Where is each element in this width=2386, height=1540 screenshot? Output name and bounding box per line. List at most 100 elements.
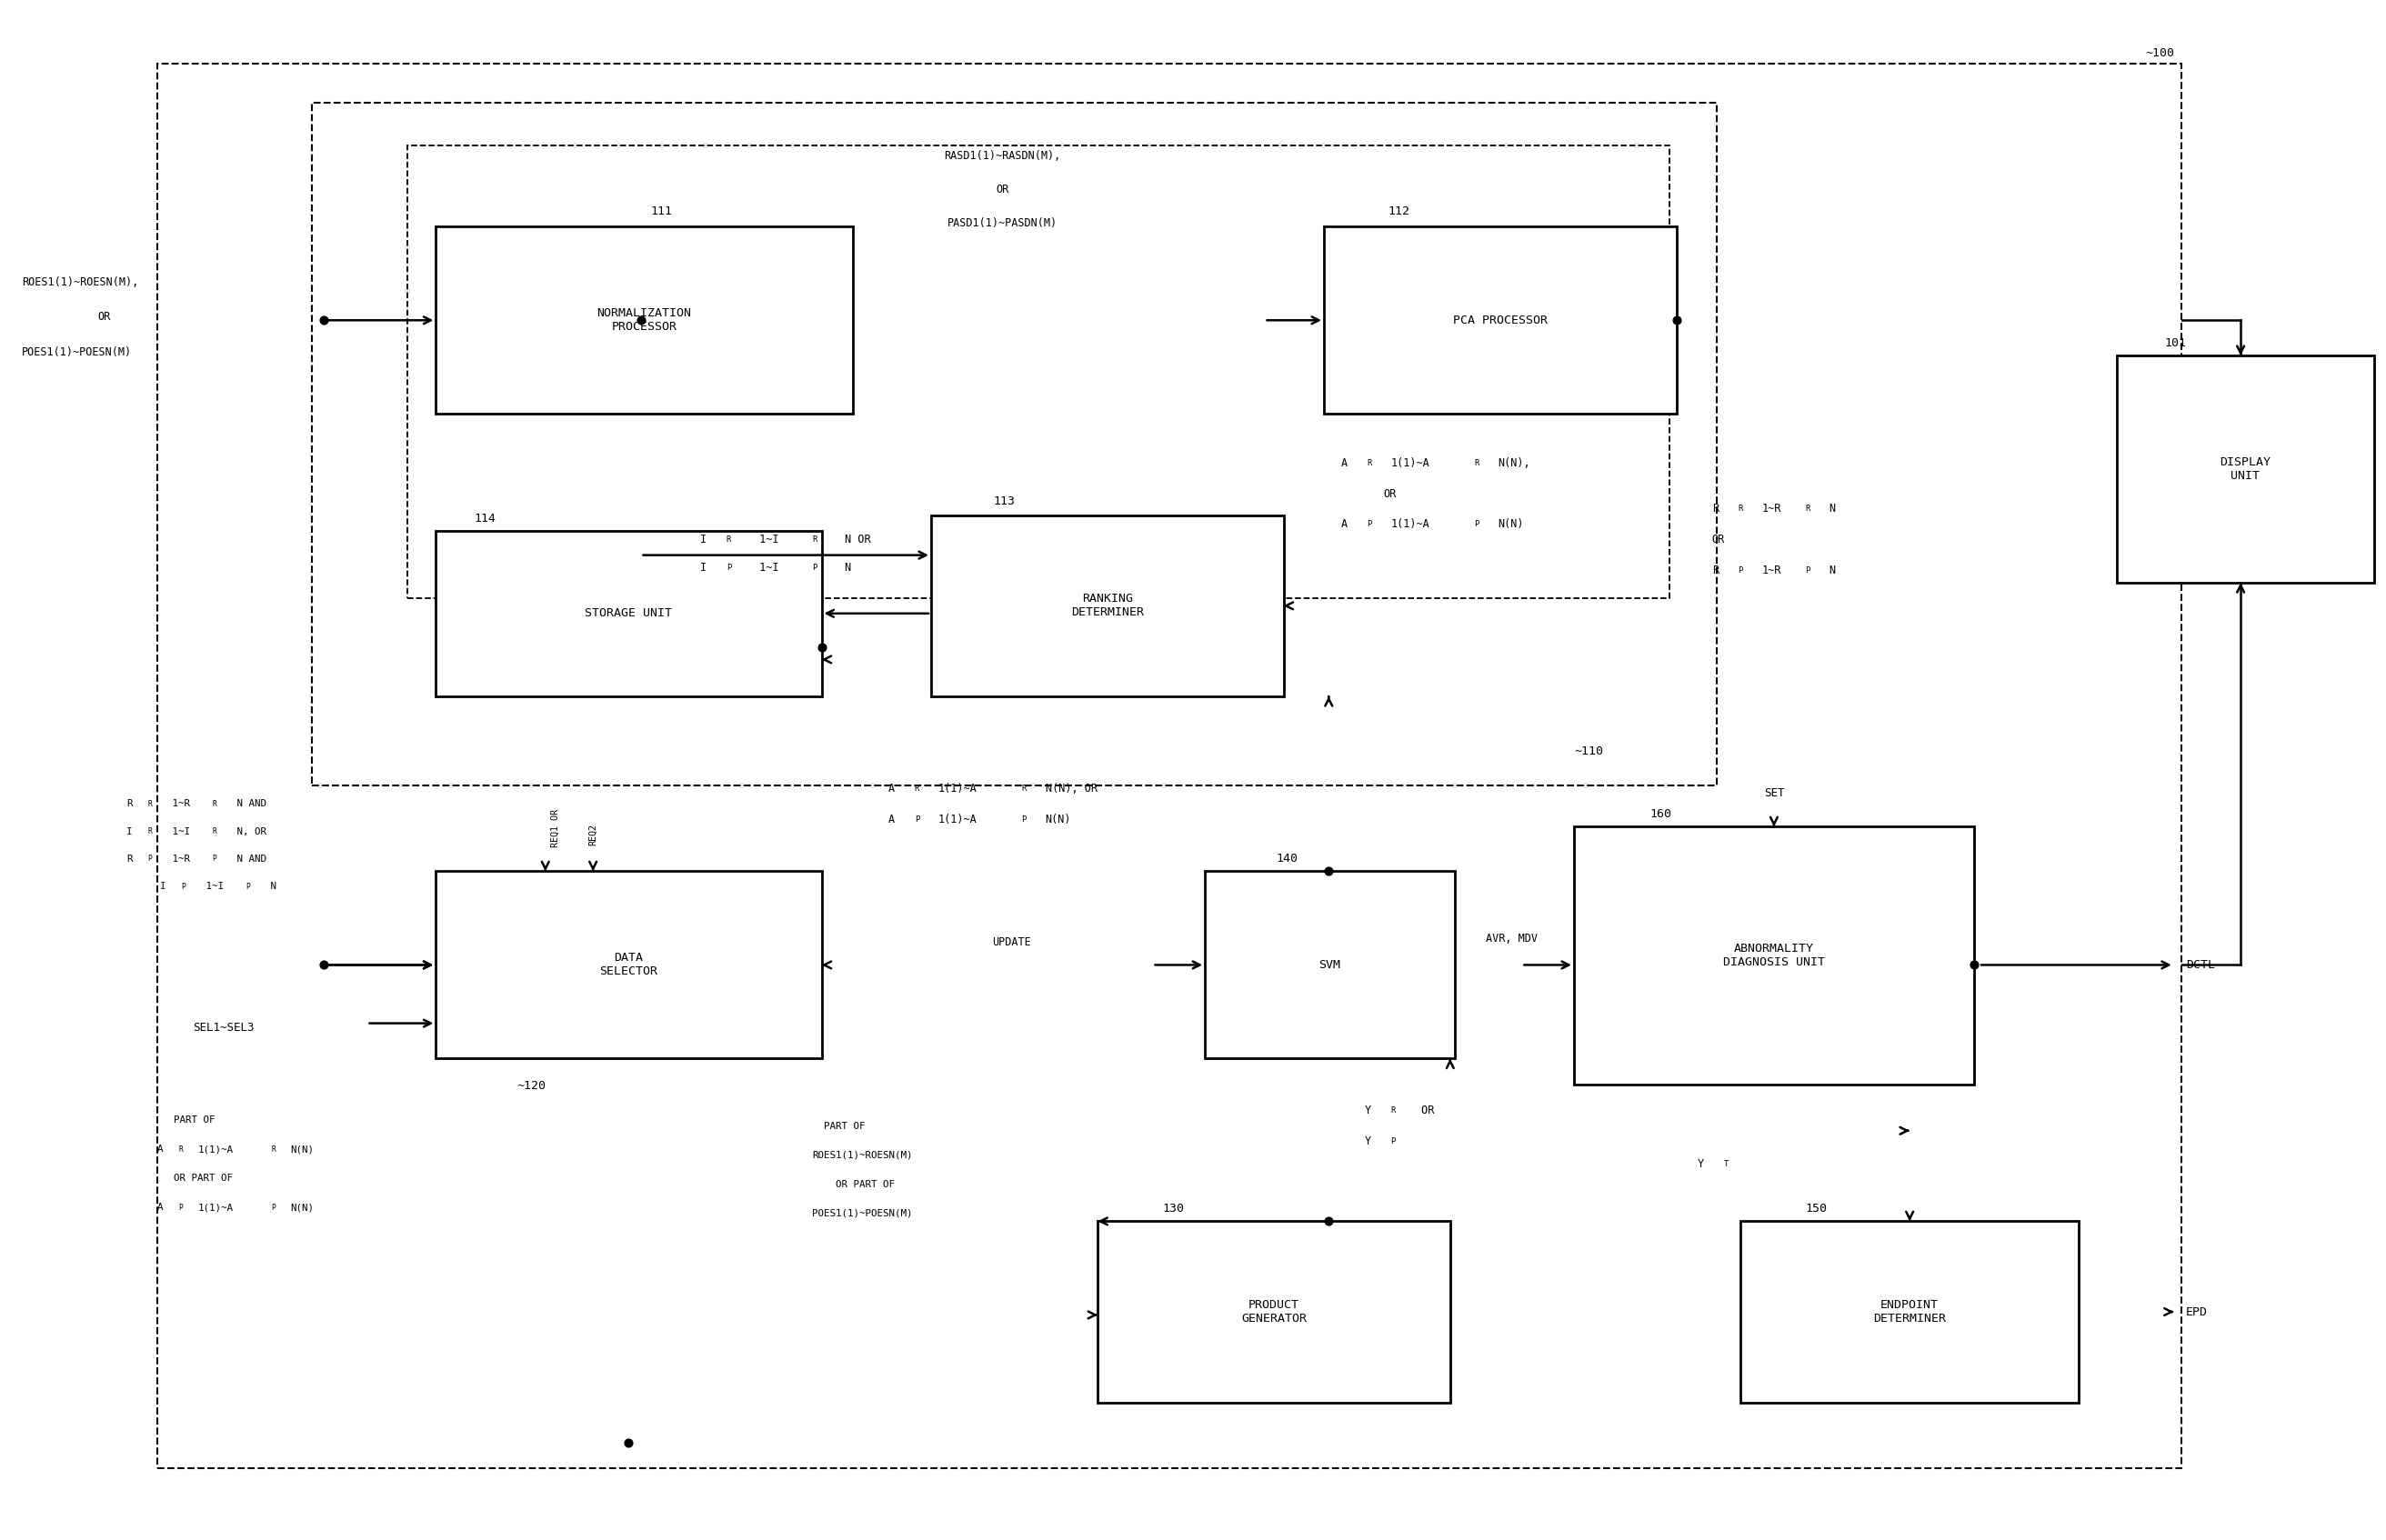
- Text: R: R: [126, 855, 131, 864]
- Text: 112: 112: [1389, 205, 1410, 217]
- Bar: [1324, 226, 1677, 414]
- Text: N OR: N OR: [837, 534, 871, 545]
- Text: ~100: ~100: [2145, 48, 2174, 59]
- Text: P: P: [246, 882, 251, 890]
- Text: N(N): N(N): [1045, 813, 1071, 825]
- Text: N: N: [1828, 504, 1835, 514]
- Text: A: A: [888, 782, 895, 795]
- Text: OR: OR: [1415, 1104, 1434, 1116]
- Text: 101: 101: [2164, 337, 2186, 350]
- Text: N(N): N(N): [291, 1203, 315, 1212]
- Text: P: P: [1475, 521, 1479, 528]
- Bar: [157, 65, 2181, 1469]
- Text: N(N): N(N): [1498, 519, 1525, 530]
- Text: R: R: [126, 799, 131, 808]
- Text: REQ1 OR: REQ1 OR: [551, 808, 558, 847]
- Text: P: P: [1804, 567, 1811, 574]
- Text: 1~I: 1~I: [167, 827, 191, 836]
- Text: 1(1)~A: 1(1)~A: [938, 813, 978, 825]
- Text: 1(1)~A: 1(1)~A: [1391, 457, 1429, 468]
- Bar: [437, 531, 821, 696]
- Text: POES1(1)~POESN(M): POES1(1)~POESN(M): [21, 346, 131, 359]
- Bar: [2116, 356, 2374, 582]
- Bar: [1205, 872, 1455, 1058]
- Text: SET: SET: [1763, 787, 1785, 799]
- Text: P: P: [811, 564, 816, 571]
- Text: ~120: ~120: [515, 1080, 546, 1092]
- Text: PRODUCT
GENERATOR: PRODUCT GENERATOR: [1241, 1300, 1308, 1324]
- Text: I: I: [699, 562, 706, 573]
- Text: 1~I: 1~I: [200, 882, 224, 892]
- Text: SVM: SVM: [1319, 959, 1341, 970]
- Text: I: I: [160, 882, 165, 892]
- Text: UPDATE: UPDATE: [993, 936, 1031, 947]
- Text: 1~R: 1~R: [167, 855, 191, 864]
- Text: 130: 130: [1162, 1203, 1183, 1215]
- Text: 1~R: 1~R: [167, 799, 191, 808]
- Text: N(N): N(N): [291, 1144, 315, 1153]
- Text: R: R: [914, 784, 919, 793]
- Text: 1~R: 1~R: [1761, 504, 1782, 514]
- Text: A: A: [157, 1144, 162, 1153]
- Bar: [1575, 827, 1973, 1084]
- Text: R: R: [1713, 504, 1718, 514]
- Text: OR: OR: [98, 311, 110, 323]
- Bar: [437, 872, 821, 1058]
- Text: A: A: [1341, 519, 1348, 530]
- Text: R: R: [1475, 459, 1479, 467]
- Point: [620, 308, 659, 333]
- Text: ENDPOINT
DETERMINER: ENDPOINT DETERMINER: [1873, 1300, 1947, 1324]
- Text: DCTL: DCTL: [2186, 959, 2214, 970]
- Text: ~110: ~110: [1575, 745, 1603, 758]
- Text: OR: OR: [1384, 488, 1396, 499]
- Point: [1954, 953, 1992, 978]
- Text: P: P: [914, 815, 919, 824]
- Text: DISPLAY
UNIT: DISPLAY UNIT: [2219, 456, 2271, 482]
- Text: P: P: [179, 1203, 184, 1212]
- Text: R: R: [1021, 784, 1026, 793]
- Text: 1(1)~A: 1(1)~A: [1391, 519, 1429, 530]
- Text: 1(1)~A: 1(1)~A: [938, 782, 978, 795]
- Text: PART OF: PART OF: [823, 1121, 866, 1130]
- Point: [1310, 1209, 1348, 1234]
- Bar: [408, 145, 1670, 598]
- Text: N(N),: N(N),: [1498, 457, 1529, 468]
- Text: T: T: [1725, 1161, 1730, 1169]
- Text: STORAGE UNIT: STORAGE UNIT: [585, 607, 673, 619]
- Text: N: N: [837, 562, 852, 573]
- Text: N, OR: N, OR: [231, 827, 267, 836]
- Text: ROES1(1)~ROESN(M): ROES1(1)~ROESN(M): [811, 1150, 911, 1160]
- Bar: [1742, 1221, 2078, 1403]
- Text: R: R: [1804, 505, 1811, 513]
- Text: R: R: [212, 827, 217, 836]
- Text: 1~I: 1~I: [752, 534, 778, 545]
- Text: 160: 160: [1651, 808, 1673, 821]
- Text: ROES1(1)~ROESN(M),: ROES1(1)~ROESN(M),: [21, 276, 138, 288]
- Text: EPD: EPD: [2186, 1306, 2207, 1318]
- Text: R: R: [179, 1146, 184, 1153]
- Text: OR: OR: [1713, 534, 1725, 545]
- Text: R: R: [148, 799, 153, 808]
- Text: OR PART OF: OR PART OF: [835, 1180, 895, 1189]
- Point: [305, 308, 344, 333]
- Text: P: P: [272, 1203, 277, 1212]
- Point: [802, 634, 840, 659]
- Text: P: P: [1391, 1138, 1396, 1146]
- Text: A: A: [157, 1203, 162, 1212]
- Text: DATA
SELECTOR: DATA SELECTOR: [599, 952, 659, 978]
- Text: 1~R: 1~R: [1761, 565, 1782, 576]
- Text: 1(1)~A: 1(1)~A: [198, 1203, 234, 1212]
- Text: P: P: [1367, 521, 1372, 528]
- Text: I: I: [126, 827, 131, 836]
- Text: POES1(1)~POESN(M): POES1(1)~POESN(M): [811, 1209, 911, 1218]
- Text: R: R: [725, 536, 730, 544]
- Text: 111: 111: [649, 205, 673, 217]
- Text: P: P: [1739, 567, 1744, 574]
- Text: 140: 140: [1277, 853, 1298, 865]
- Bar: [931, 516, 1284, 696]
- Text: A: A: [888, 813, 895, 825]
- Text: RASD1(1)~RASDN(M),: RASD1(1)~RASDN(M),: [945, 149, 1062, 162]
- Text: A: A: [1341, 457, 1348, 468]
- Bar: [1098, 1221, 1451, 1403]
- Text: R: R: [1713, 565, 1718, 576]
